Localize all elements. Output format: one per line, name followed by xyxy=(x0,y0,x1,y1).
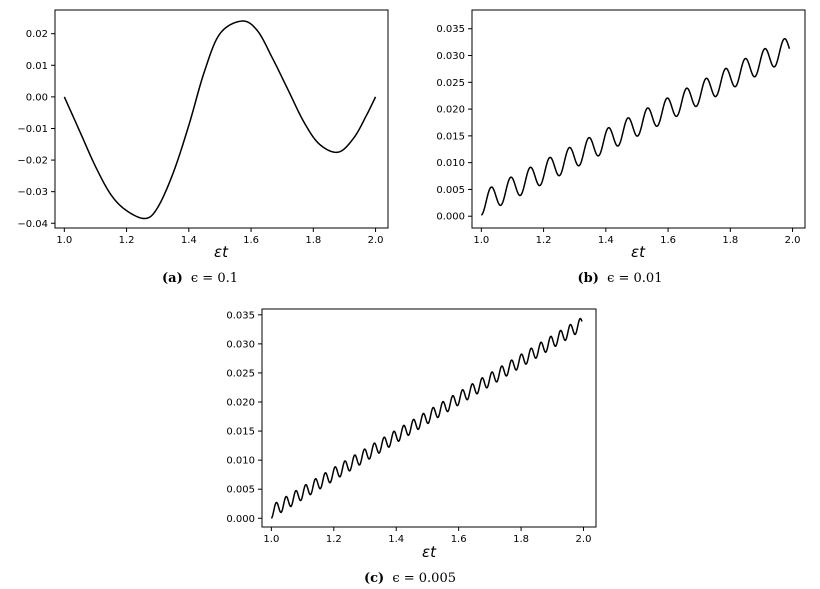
y-tick-label: 0.030 xyxy=(436,51,465,62)
x-tick-label: 1.8 xyxy=(513,534,529,545)
plot-frame-b xyxy=(471,9,806,229)
caption-tag-a: (a) xyxy=(162,271,183,286)
x-tick-label: 2.0 xyxy=(785,235,801,246)
caption-tag-b: (b) xyxy=(578,271,599,286)
x-tick-label: 2.0 xyxy=(576,534,592,545)
x-tick-label: 1.2 xyxy=(119,235,135,246)
x-tick-label: 1.6 xyxy=(451,534,467,545)
x-tick-label: 1.2 xyxy=(326,534,342,545)
y-tick-label: 0.035 xyxy=(226,310,255,321)
caption-text-a: ϵ = 0.1 xyxy=(191,271,238,286)
x-axis-c: 1.0 1.2 1.4 1.6 1.8 2.0 xyxy=(263,527,591,545)
x-axis-label-b: εt xyxy=(631,243,646,261)
y-tick-label: −0.01 xyxy=(17,124,48,135)
panel-b: 0.000 0.005 0.010 0.015 0.020 0.025 0.030 0.035… xyxy=(436,9,806,286)
series-line-a xyxy=(63,20,377,220)
caption-tag-c: (c) xyxy=(364,571,384,586)
y-tick-label: 0.020 xyxy=(226,398,255,409)
y-tick-label: 0.010 xyxy=(226,456,255,467)
y-tick-label: 0.005 xyxy=(226,485,255,496)
y-tick-label: 0.025 xyxy=(226,368,255,379)
x-tick-label: 1.8 xyxy=(722,235,738,246)
caption-a: (a) ϵ = 0.1 xyxy=(162,271,238,286)
caption-c: (c) ϵ = 0.005 xyxy=(364,571,456,586)
y-tick-label: 0.010 xyxy=(436,158,465,169)
y-axis-b: 0.000 0.005 0.010 0.015 0.020 0.025 0.030 0.035 xyxy=(436,24,472,223)
y-axis-a: −0.04 −0.03 −0.02 −0.01 0.00 0.01 0.02 xyxy=(17,29,55,230)
x-tick-label: 1.0 xyxy=(56,235,72,246)
y-tick-label: −0.04 xyxy=(17,219,48,230)
panel-c: 0.000 0.005 0.010 0.015 0.020 0.025 0.030 0.035… xyxy=(226,308,597,586)
x-tick-label: 1.0 xyxy=(263,534,279,545)
y-tick-label: 0.01 xyxy=(26,61,48,72)
y-tick-label: 0.015 xyxy=(226,427,255,438)
x-tick-label: 1.2 xyxy=(536,235,552,246)
x-axis-a: 1.0 1.2 1.4 1.6 1.8 2.0 xyxy=(56,228,384,246)
y-tick-label: 0.005 xyxy=(436,185,465,196)
y-tick-label: −0.03 xyxy=(17,187,48,198)
x-axis-label-c: εt xyxy=(422,543,437,561)
x-axis-label-a: εt xyxy=(214,243,229,261)
x-tick-label: 1.6 xyxy=(660,235,676,246)
caption-b: (b) ϵ = 0.01 xyxy=(578,271,663,286)
y-tick-label: 0.000 xyxy=(226,514,255,525)
y-tick-label: 0.030 xyxy=(226,339,255,350)
y-tick-label: 0.02 xyxy=(26,29,48,40)
series-line-b xyxy=(480,37,791,216)
x-axis-b: 1.0 1.2 1.4 1.6 1.8 2.0 xyxy=(473,228,801,246)
y-tick-label: 0.00 xyxy=(26,92,48,103)
x-tick-label: 1.4 xyxy=(598,235,614,246)
y-tick-label: 0.025 xyxy=(436,78,465,89)
y-tick-label: 0.000 xyxy=(436,212,465,223)
y-tick-label: −0.02 xyxy=(17,156,48,167)
caption-text-b: ϵ = 0.01 xyxy=(607,271,662,286)
plot-frame-a xyxy=(54,9,389,229)
plot-frame-c xyxy=(261,308,597,528)
x-tick-label: 1.4 xyxy=(388,534,404,545)
y-axis-c: 0.000 0.005 0.010 0.015 0.020 0.025 0.030 0.035 xyxy=(226,310,262,525)
x-tick-label: 1.4 xyxy=(181,235,197,246)
caption-text-c: ϵ = 0.005 xyxy=(392,571,456,586)
y-tick-label: 0.035 xyxy=(436,24,465,35)
x-tick-label: 1.6 xyxy=(243,235,259,246)
series-line-c xyxy=(270,317,583,519)
y-tick-label: 0.015 xyxy=(436,131,465,142)
x-tick-label: 2.0 xyxy=(368,235,384,246)
y-tick-label: 0.020 xyxy=(436,105,465,116)
panel-a: −0.04−0.03−0.02−0.010.000.010.02 1.0 1.2 1… xyxy=(17,9,389,286)
x-tick-label: 1.0 xyxy=(473,235,489,246)
x-tick-label: 1.8 xyxy=(305,235,321,246)
